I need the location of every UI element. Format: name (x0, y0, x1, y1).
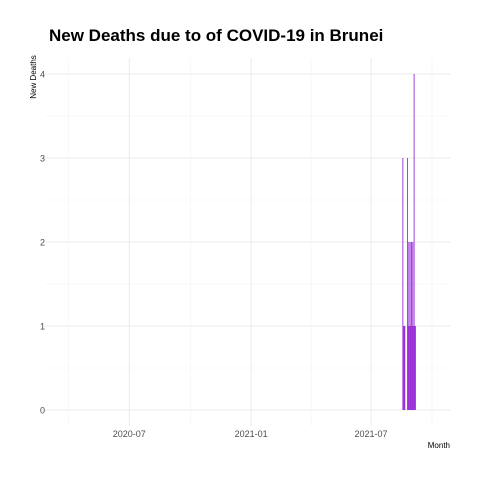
bar (402, 158, 404, 410)
y-tick-label: 0 (40, 406, 45, 416)
x-tick-label: 2020-07 (113, 429, 146, 439)
bar (410, 326, 412, 410)
chart-title: New Deaths due to of COVID-19 in Brunei (49, 26, 384, 45)
y-tick-label: 4 (40, 70, 45, 80)
bar (413, 74, 415, 410)
bar (403, 326, 405, 410)
y-tick-label: 2 (40, 238, 45, 248)
bar (413, 326, 414, 410)
bar (409, 242, 411, 410)
x-axis-title: Month (428, 441, 450, 450)
bar (404, 326, 406, 410)
bar (411, 242, 412, 410)
bar (414, 326, 416, 410)
bar (409, 326, 410, 410)
y-tick-label: 1 (40, 322, 45, 332)
bar (412, 242, 414, 410)
x-tick-label: 2021-01 (235, 429, 268, 439)
bar (411, 326, 413, 410)
bar (414, 326, 416, 410)
x-tick-label: 2021-07 (355, 429, 388, 439)
bar (403, 326, 404, 410)
y-axis-title: New Deaths (29, 55, 38, 99)
y-tick-label: 3 (40, 154, 45, 164)
bar (407, 158, 408, 410)
bar (408, 242, 410, 410)
bar (407, 326, 409, 410)
